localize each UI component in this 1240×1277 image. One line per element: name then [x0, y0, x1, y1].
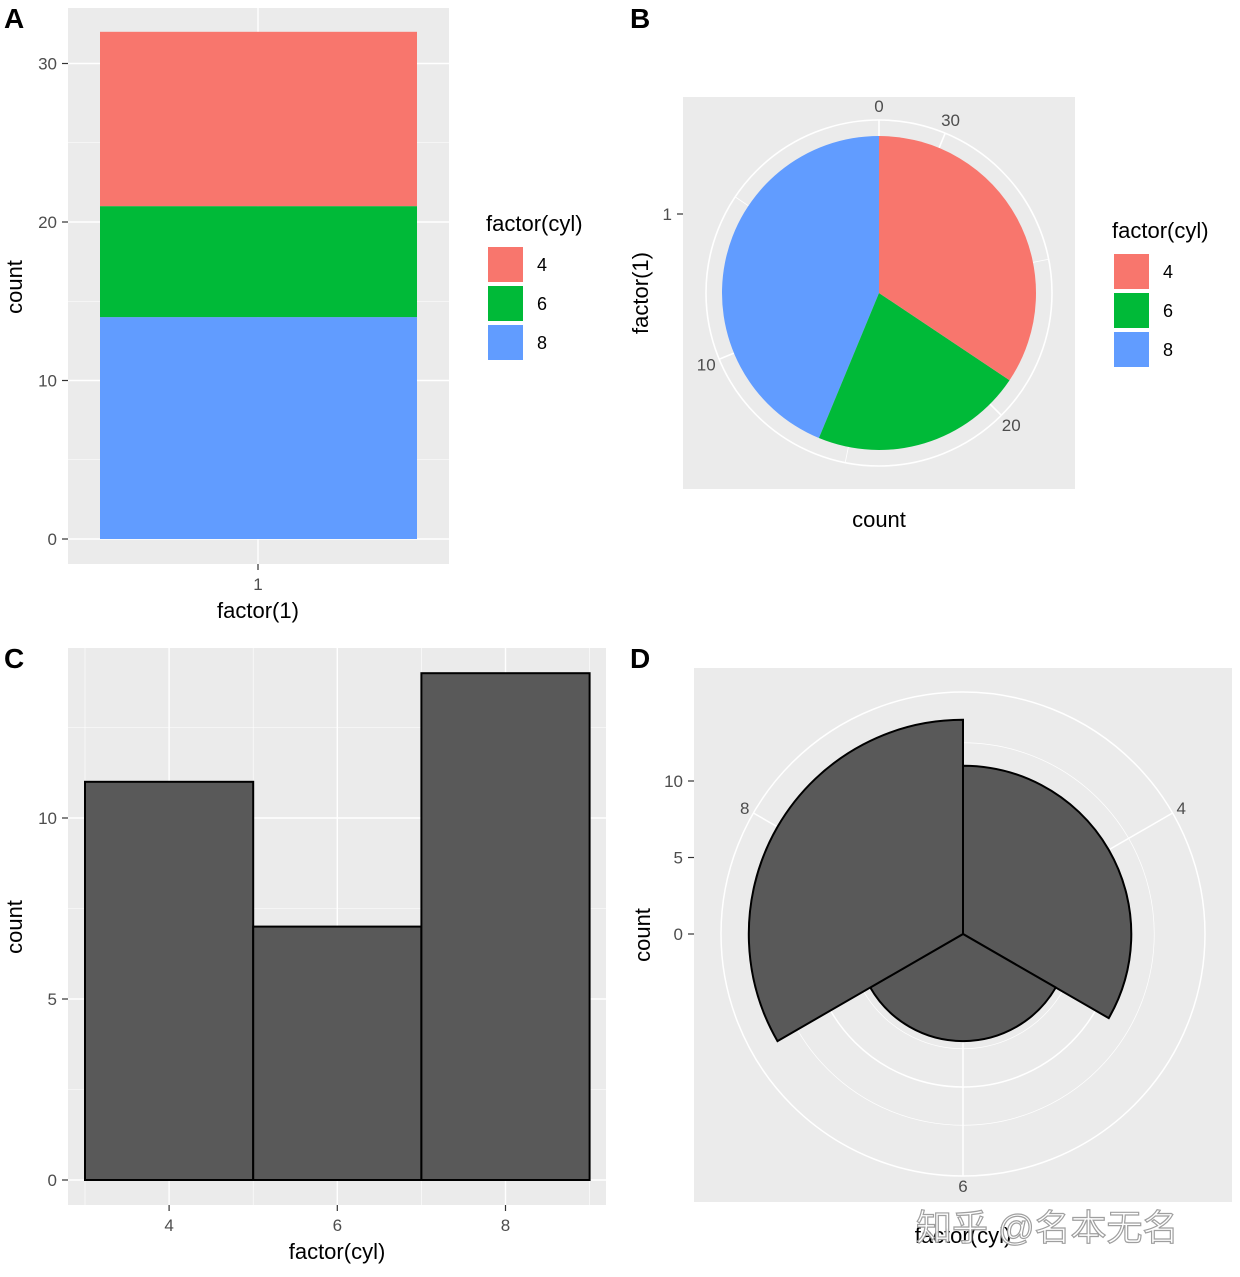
panel-b: B 0 10 20 30 1 count factor(1) factor(cyl) …: [628, 3, 1209, 532]
panel-a-legend-key-4: [488, 247, 523, 282]
panel-a-bar-segment-8: [100, 317, 417, 539]
panel-a: A 0 10 20 30 1 factor(1) count factor(cyl) …: [2, 3, 583, 623]
panel-b-angular-gridline: [1032, 258, 1049, 263]
panel-b-angular-gridline: [989, 403, 1002, 416]
panel-d-y-axis-title: count: [630, 908, 655, 962]
panel-b-legend-key-8: [1114, 332, 1149, 367]
panel-letter-d: D: [630, 643, 650, 674]
panel-d-y-tick-label: 10: [664, 772, 683, 791]
panel-a-y-tick-label: 0: [48, 530, 57, 549]
panel-a-y-tick-label: 30: [38, 55, 57, 74]
panel-c-x-ticks: 4 6 8: [164, 1205, 510, 1235]
panel-b-legend-label-4: 4: [1163, 262, 1173, 282]
panel-c-x-axis-title: factor(cyl): [289, 1239, 386, 1264]
panel-b-angular-tick-label: 0: [874, 97, 883, 116]
panel-b-legend-label-6: 6: [1163, 301, 1173, 321]
panel-b-x-axis-title: count: [852, 507, 906, 532]
panel-a-legend-key-6: [488, 286, 523, 321]
panel-a-y-axis-title: count: [2, 260, 27, 314]
panel-b-legend-title: factor(cyl): [1112, 218, 1209, 243]
panel-b-y-axis-title: factor(1): [628, 252, 653, 334]
panel-d-angular-ticks: 4 6 8: [740, 799, 1186, 1196]
panel-b-legend-key-4: [1114, 254, 1149, 289]
panel-a-bar-segment-4: [100, 31, 417, 207]
panel-a-bar-segment-6: [100, 206, 417, 318]
panel-c-x-tick-label: 8: [501, 1216, 510, 1235]
panel-d-bar-8: [747, 718, 964, 1043]
panel-b-angular-gridline: [718, 352, 735, 360]
panel-a-y-tick-label: 20: [38, 213, 57, 232]
panel-letter-a: A: [4, 3, 24, 34]
panel-a-bars: [100, 31, 417, 539]
panel-d-x-axis-title: factor(cyl): [915, 1223, 1012, 1248]
panel-a-legend-label-8: 8: [537, 333, 547, 353]
panel-c-bar-6: [252, 925, 423, 1181]
panel-b-slice-4: [879, 136, 1036, 381]
panel-b-gridlines: [705, 119, 1053, 467]
panel-b-legend: factor(cyl) 4 6 8: [1112, 218, 1209, 367]
panel-d-angular-tick-label: 4: [1177, 799, 1186, 818]
panel-a-legend-label-6: 6: [537, 294, 547, 314]
panel-c-bars: [84, 672, 591, 1181]
panel-a-y-tick-label: 10: [38, 372, 57, 391]
panel-c-bar-4: [84, 780, 255, 1181]
panel-a-legend-title: factor(cyl): [486, 211, 583, 236]
panel-d-bars: [747, 718, 1133, 1043]
panel-letter-b: B: [630, 3, 650, 34]
panel-b-angular-tick-label: 20: [1002, 416, 1021, 435]
panel-a-x-tick-label: 1: [253, 575, 262, 594]
panel-a-legend-key-8: [488, 325, 523, 360]
panel-b-angular-tick-label: 30: [941, 111, 960, 130]
panel-d-bar-6: [868, 932, 1058, 1043]
panel-c-y-tick-label: 5: [48, 990, 57, 1009]
panel-c-y-axis-title: count: [2, 900, 27, 954]
panel-d-y-ticks: 0 5 10: [664, 772, 694, 944]
panel-b-angular-gridline: [844, 446, 849, 463]
panel-d: D 4 6 8 0 5 10 count factor(cyl): [630, 643, 1232, 1248]
panel-c-y-ticks: 0 5 10: [38, 809, 68, 1190]
panel-a-y-ticks: 0 10 20 30: [38, 55, 68, 549]
panel-c-bar-8: [420, 672, 591, 1181]
panel-a-x-axis-title: factor(1): [217, 598, 299, 623]
panel-b-y-tick-label: 1: [663, 205, 672, 224]
panel-b-angular-gridline: [938, 132, 946, 149]
panel-b-slice-8: [722, 136, 879, 439]
panel-b-y-ticks: 1: [663, 205, 683, 224]
panel-c-y-tick-label: 0: [48, 1171, 57, 1190]
panel-c: C 0 5 10 4 6 8 factor(cyl) count: [2, 643, 606, 1264]
panel-a-legend: factor(cyl) 4 6 8: [486, 211, 583, 360]
panel-d-angular-tick-label: 8: [740, 799, 749, 818]
panel-b-slice-6: [818, 293, 1010, 450]
panel-b-legend-key-6: [1114, 293, 1149, 328]
panel-d-y-tick-label: 0: [674, 925, 683, 944]
panel-a-legend-label-4: 4: [537, 255, 547, 275]
panel-c-y-tick-label: 10: [38, 809, 57, 828]
watermark: 知乎 @名本无名: [916, 1207, 1179, 1248]
panel-b-angular-tick-label: 10: [697, 356, 716, 375]
panel-c-x-tick-label: 6: [333, 1216, 342, 1235]
panel-b-angular-ticks: 0 10 20 30: [697, 97, 1021, 435]
panel-a-x-ticks: 1: [253, 564, 263, 594]
panel-letter-c: C: [4, 643, 24, 674]
panel-d-angular-tick-label: 6: [958, 1177, 967, 1196]
panel-d-y-tick-label: 5: [674, 849, 683, 868]
panel-d-bar-4: [962, 764, 1133, 1020]
panel-b-legend-label-8: 8: [1163, 340, 1173, 360]
panel-b-angular-gridline: [734, 196, 749, 207]
panel-c-x-tick-label: 4: [164, 1216, 173, 1235]
panel-b-slices: [722, 136, 1036, 450]
